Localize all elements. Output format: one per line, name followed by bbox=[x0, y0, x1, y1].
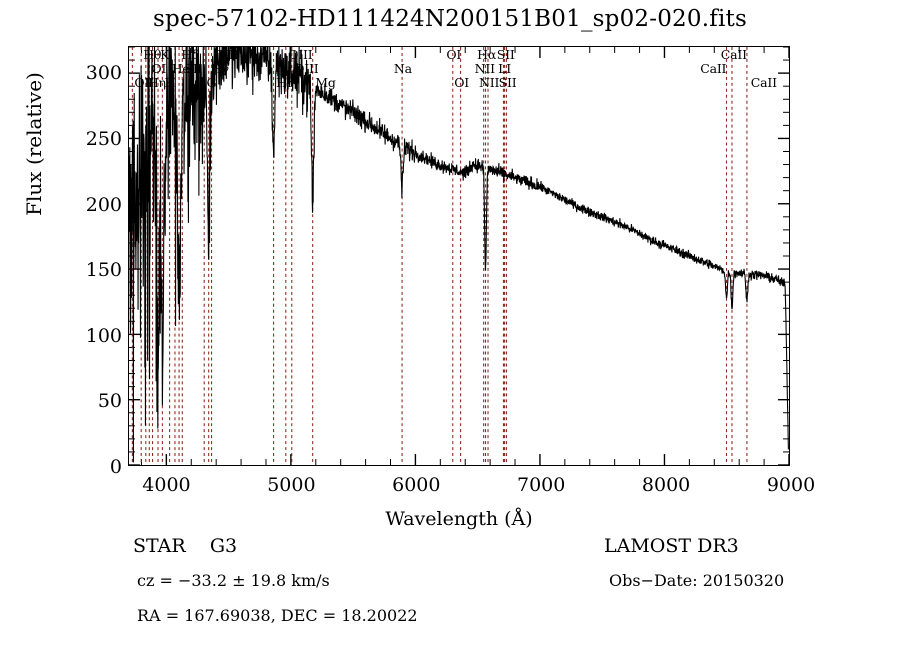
spectral-line-label: OIII bbox=[213, 47, 239, 62]
spectral-line-label: HeI bbox=[171, 61, 195, 76]
y-tick-label: 150 bbox=[85, 259, 122, 282]
y-tick-label: 250 bbox=[85, 127, 122, 150]
spectral-line-label: Mg bbox=[315, 75, 336, 90]
survey-name: LAMOST DR3 bbox=[604, 535, 739, 557]
spectral-line-label: NII bbox=[478, 75, 500, 90]
x-tick-label: 9000 bbox=[766, 474, 816, 496]
observation-date: Obs−Date: 20150320 bbox=[609, 571, 785, 590]
spectral-line-label: OI bbox=[454, 75, 470, 90]
spectral-line-label: G bbox=[206, 75, 217, 90]
spectral-line-label: OIII bbox=[294, 61, 319, 76]
x-axis-label: Wavelength (Å) bbox=[385, 508, 533, 530]
spectral-line-label: Hθ bbox=[143, 47, 162, 62]
spectral-line-label: Hδ bbox=[181, 47, 200, 62]
spectral-line-label: H bbox=[164, 75, 176, 90]
object-type-label: STAR G3 bbox=[133, 535, 237, 557]
spectral-line-label: Hβ bbox=[276, 75, 294, 90]
x-tick-label: 6000 bbox=[392, 474, 441, 496]
spectral-line-label: Hη bbox=[147, 75, 166, 90]
spectrum-plot: 0 50 100 150 200 250 300 4000 5000 6000 7000 8000 9… bbox=[86, 46, 815, 496]
object-type: STAR bbox=[133, 535, 186, 557]
y-tick-label: 50 bbox=[97, 390, 122, 413]
x-tick-label: 5000 bbox=[267, 474, 316, 496]
spectral-class: G3 bbox=[209, 535, 238, 557]
x-tick-label: 8000 bbox=[641, 474, 691, 496]
spectral-line-label: CaII bbox=[750, 75, 777, 90]
spectral-line-label: OI bbox=[446, 47, 462, 62]
page-title: spec-57102-HD111424N200151B01_sp02-020.f… bbox=[153, 6, 747, 32]
spectral-line-label: OII bbox=[134, 75, 154, 90]
spectrum-canvas bbox=[129, 47, 789, 465]
spectral-line-label: K bbox=[160, 47, 170, 62]
spectral-line-label: Hα bbox=[477, 47, 497, 62]
spectral-line-label: Na bbox=[393, 61, 412, 76]
coordinates: RA = 167.69038, DEC = 18.20022 bbox=[137, 606, 418, 625]
spectral-line-label: SII bbox=[498, 75, 517, 90]
y-tick-label: 100 bbox=[85, 324, 122, 347]
spectral-line-label: SII bbox=[184, 61, 203, 76]
y-tick-label: 0 bbox=[109, 456, 122, 478]
spectral-line-label: CaII bbox=[720, 47, 747, 62]
spectral-line-label: NII bbox=[474, 61, 495, 76]
y-tick-label: 300 bbox=[85, 62, 122, 85]
x-tick-label: 7000 bbox=[517, 474, 566, 496]
y-tick-label: 200 bbox=[85, 193, 122, 216]
spectral-line-label: OI bbox=[151, 61, 167, 76]
spectral-line-label: Hγ bbox=[210, 61, 229, 76]
spectral-line-label: CaII bbox=[700, 61, 727, 76]
spectral-line-label: OIII bbox=[288, 47, 313, 62]
radial-velocity: cz = −33.2 ± 19.8 km/s bbox=[137, 571, 330, 590]
spectral-line-label: SII bbox=[496, 47, 515, 62]
y-axis-label: Flux (relative) bbox=[22, 72, 46, 216]
spectral-line-label: LI bbox=[498, 61, 511, 76]
x-tick-label: 4000 bbox=[142, 474, 191, 496]
